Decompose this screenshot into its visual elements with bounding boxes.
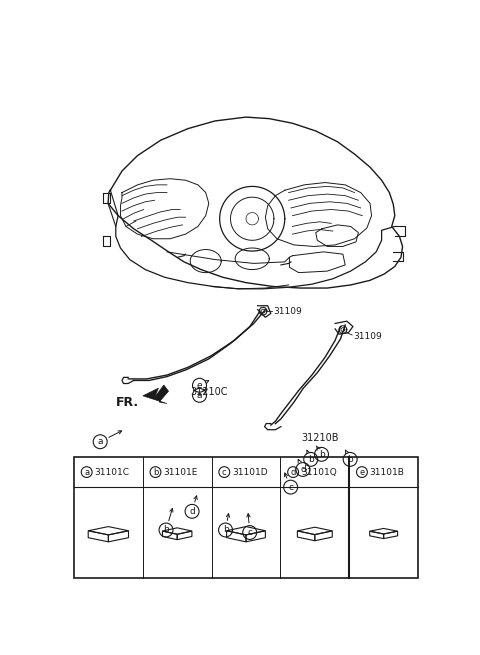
Text: 31101Q: 31101Q [301,468,336,477]
Text: 31101C: 31101C [95,468,130,477]
Text: d: d [290,468,296,477]
Text: a: a [84,468,89,477]
Text: c: c [288,483,293,492]
Text: FR.: FR. [116,396,139,409]
Text: a: a [97,438,103,446]
Bar [74,457,418,578]
Text: e: e [360,468,365,477]
Text: 31101D: 31101D [232,468,268,477]
Text: b: b [319,450,324,459]
Text: 31210B: 31210B [301,433,338,443]
Text: 31101E: 31101E [163,468,198,477]
Text: e: e [197,381,202,390]
Polygon shape [143,385,168,403]
Text: b: b [308,455,313,464]
Text: b: b [153,468,158,477]
Text: 31101B: 31101B [370,468,405,477]
Text: 31109: 31109 [273,307,302,316]
Text: c: c [222,468,227,477]
Text: b: b [163,525,169,534]
Text: c: c [247,528,252,537]
Text: d: d [189,507,195,516]
Text: a: a [197,391,202,400]
Text: 31210C: 31210C [190,386,228,396]
Text: 31109: 31109 [353,332,382,341]
Text: b: b [348,455,353,464]
Text: b: b [223,525,228,534]
Text: d: d [300,465,306,474]
